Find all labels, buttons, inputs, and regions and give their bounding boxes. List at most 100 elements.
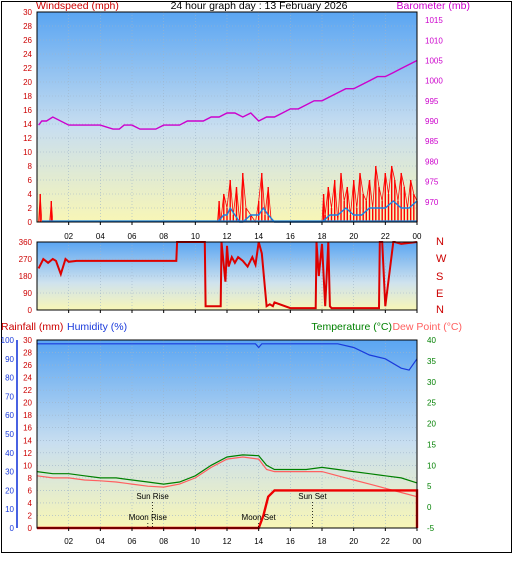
windspeed-tick-label: 24	[23, 50, 32, 59]
x-tick-label: 20	[349, 537, 358, 546]
humidity-tick-label: 10	[5, 505, 14, 514]
humidity-tick-label: 80	[5, 374, 14, 383]
rainfall-tick-label: 18	[23, 411, 32, 420]
dewpoint-axis-label: Dew Point (°C)	[392, 321, 462, 333]
x-tick-label: 16	[286, 232, 295, 241]
windspeed-tick-label: 4	[28, 190, 33, 199]
temperature-tick-label: 30	[427, 378, 436, 387]
windspeed-tick-label: 28	[23, 22, 32, 31]
barometer-series	[38, 59, 418, 130]
rainfall-tick-label: 10	[23, 461, 32, 470]
compass-label: E	[436, 288, 443, 300]
temperature-tick-label: 25	[427, 399, 436, 408]
rainfall-series	[37, 489, 419, 530]
compass-label: N	[436, 304, 444, 316]
x-tick-label: 12	[223, 232, 232, 241]
humidity-tick-label: 20	[5, 486, 14, 495]
x-tick-label: 04	[96, 232, 105, 241]
rainfall-tick-label: 20	[23, 399, 32, 408]
barometer-tick-label: 1000	[425, 77, 443, 86]
rainfall-tick-label: 26	[23, 361, 32, 370]
temperature-tick-label: 20	[427, 420, 436, 429]
humidity-tick-label: 0	[10, 524, 15, 533]
temperature-tick-label: 5	[427, 482, 432, 491]
direction-tick-label: 0	[28, 306, 33, 315]
rainfall-tick-label: 12	[23, 449, 32, 458]
temperature-tick-label: 35	[427, 357, 436, 366]
humidity-tick-label: 100	[1, 336, 15, 345]
windspeed-tick-label: 14	[23, 120, 32, 129]
rainfall-tick-label: 16	[23, 424, 32, 433]
humidity-axis-label: Humidity (%)	[67, 321, 127, 333]
direction-series	[37, 241, 418, 310]
x-tick-label: 12	[223, 537, 232, 546]
x-tick-label: 02	[64, 537, 73, 546]
rainfall-tick-label: 2	[28, 511, 33, 520]
windspeed-tick-label: 6	[28, 176, 33, 185]
humidity-tick-label: 90	[5, 355, 14, 364]
humidity-series	[37, 343, 418, 371]
barometer-tick-label: 980	[425, 157, 439, 166]
annotation-label: Sun Rise	[136, 492, 169, 501]
direction-tick-label: 270	[19, 255, 33, 264]
graph-frame	[1, 1, 512, 553]
direction-tick-label: 180	[19, 272, 33, 281]
x-tick-label: 18	[318, 232, 327, 241]
temperature-tick-label: 10	[427, 461, 436, 470]
annotation-label: Sun Set	[298, 492, 327, 501]
x-tick-label: 14	[254, 537, 263, 546]
rainfall-tick-label: 28	[23, 349, 32, 358]
barometer-tick-label: 970	[425, 198, 439, 207]
humidity-tick-label: 40	[5, 449, 14, 458]
barometer-tick-label: 1015	[425, 16, 443, 25]
x-tick-label: 02	[64, 232, 73, 241]
rainfall-tick-label: 8	[28, 474, 33, 483]
x-tick-label: 00	[413, 232, 422, 241]
humidity-tick-label: 30	[5, 468, 14, 477]
compass-label: S	[436, 271, 443, 283]
dewpoint-series	[36, 456, 418, 498]
barometer-tick-label: 1005	[425, 56, 443, 65]
humidity-tick-label: 70	[5, 392, 14, 401]
temperature-series	[36, 454, 418, 485]
windspeed-tick-label: 16	[23, 106, 32, 115]
windspeed-tick-label: 22	[23, 64, 32, 73]
windspeed-tick-label: 20	[23, 78, 32, 87]
temperature-axis-label: Temperature (°C)	[311, 321, 392, 333]
x-tick-label: 08	[159, 537, 168, 546]
barometer-tick-label: 990	[425, 117, 439, 126]
barometer-tick-label: 995	[425, 97, 439, 106]
windspeed-tick-label: 10	[23, 148, 32, 157]
barometer-tick-label: 1010	[425, 36, 443, 45]
chart-title: 24 hour graph day : 13 February 2026	[171, 0, 348, 12]
direction-tick-label: 90	[23, 289, 32, 298]
barometer-axis-label: Barometer (mb)	[396, 0, 470, 12]
x-tick-label: 04	[96, 537, 105, 546]
rainfall-tick-label: 22	[23, 386, 32, 395]
rainfall-tick-label: 30	[23, 336, 32, 345]
x-tick-label: 10	[191, 232, 200, 241]
temperature-tick-label: 15	[427, 440, 436, 449]
x-tick-label: 22	[381, 232, 390, 241]
x-tick-label: 18	[318, 537, 327, 546]
windspeed-tick-label: 8	[28, 162, 33, 171]
rainfall-axis-label: Rainfall (mm)	[1, 321, 63, 333]
windspeed-series-line	[38, 165, 418, 224]
humidity-tick-label: 60	[5, 411, 14, 420]
x-tick-label: 10	[191, 537, 200, 546]
x-tick-label: 00	[413, 537, 422, 546]
direction-tick-label: 360	[19, 238, 33, 247]
rainfall-tick-label: 0	[28, 524, 33, 533]
barometer-tick-label: 975	[425, 178, 439, 187]
windspeed-tick-label: 12	[23, 134, 32, 143]
x-tick-label: 06	[128, 232, 137, 241]
rainfall-tick-label: 14	[23, 436, 32, 445]
compass-label: W	[436, 253, 447, 265]
annotation-label: Moon Set	[242, 513, 277, 522]
windspeed-tick-label: 18	[23, 92, 32, 101]
windspeed-axis-label: Windspeed (mph)	[36, 0, 119, 12]
annotation-label: Moon Rise	[129, 513, 168, 522]
temperature-tick-label: 40	[427, 336, 436, 345]
